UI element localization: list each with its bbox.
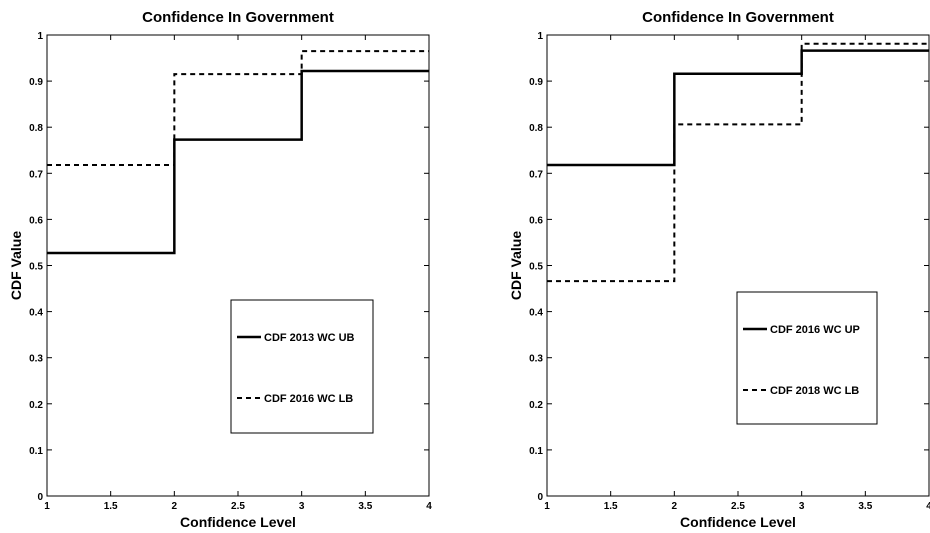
x-tick-label: 2.5 <box>231 501 245 512</box>
x-tick-label: 2 <box>172 501 178 512</box>
legend-label-2: CDF 2016 WC LB <box>264 393 353 405</box>
y-tick-label: 1 <box>537 31 543 42</box>
x-tick-label: 1.5 <box>104 501 118 512</box>
plot-frame <box>546 34 930 497</box>
y-tick-label: 0.8 <box>529 123 543 134</box>
chart-title: Confidence In Government <box>142 9 334 26</box>
y-tick-label: 1 <box>37 31 43 42</box>
legend-label-2: CDF 2018 WC LB <box>770 385 859 397</box>
x-tick-label: 1 <box>44 501 50 512</box>
x-axis-label: Confidence Level <box>680 514 796 530</box>
y-tick-label: 0 <box>37 492 43 503</box>
y-tick-label: 0.5 <box>529 262 543 273</box>
chart-1: 1 1.5 2 2.5 3 3.5 4 0 0.1 0.2 0.3 0.4 0.5 0.6 0.7 0.8 0.… <box>8 9 432 530</box>
y-tick-label: 0 <box>537 492 543 503</box>
y-axis-label: CDF Value <box>8 231 24 300</box>
series-line-1 <box>547 49 929 167</box>
legend: CDF 2016 WC UP CDF 2018 WC LB <box>736 291 878 425</box>
legend-box <box>230 299 374 434</box>
y-axis-label: CDF Value <box>508 231 524 300</box>
series-line-2 <box>547 42 929 283</box>
x-tick-label: 3 <box>299 501 305 512</box>
x-tick-label: 2.5 <box>731 501 745 512</box>
y-tick-label: 0.3 <box>529 354 543 365</box>
legend-label-1: CDF 2016 WC UP <box>770 324 860 336</box>
y-tick-label: 0.2 <box>29 400 43 411</box>
y-tick-label: 0.6 <box>529 215 543 226</box>
x-tick-label: 4 <box>926 501 930 512</box>
legend-box <box>736 291 878 425</box>
y-tick-label: 0.4 <box>29 308 43 319</box>
x-tick-label: 3.5 <box>358 501 372 512</box>
chart-2: 1 1.5 2 2.5 3 3.5 4 0 0.1 0.2 0.3 0.4 0.5 0.6 0.7 0.8 0.… <box>508 9 930 530</box>
y-tick-label: 0.2 <box>529 400 543 411</box>
y-tick-label: 0.7 <box>29 169 43 180</box>
legend-label-1: CDF 2013 WC UB <box>264 332 355 344</box>
y-tick-label: 0.5 <box>29 262 43 273</box>
y-tick-label: 0.6 <box>29 215 43 226</box>
y-tick-label: 0.1 <box>529 446 543 457</box>
x-axis-label: Confidence Level <box>180 514 296 530</box>
x-tick-label: 2 <box>672 501 678 512</box>
y-tick-label: 0.7 <box>529 169 543 180</box>
y-tick-label: 0.8 <box>29 123 43 134</box>
y-tick-label: 0.9 <box>529 77 543 88</box>
series-line-2 <box>47 50 429 167</box>
y-tick-label: 0.1 <box>29 446 43 457</box>
legend: CDF 2013 WC UB CDF 2016 WC LB <box>230 299 374 434</box>
y-tick-label: 0.3 <box>29 354 43 365</box>
x-tick-label: 1.5 <box>604 501 618 512</box>
series-line-1 <box>47 69 429 255</box>
y-tick-label: 0.4 <box>529 308 543 319</box>
x-tick-label: 1 <box>544 501 550 512</box>
y-tick-label: 0.9 <box>29 77 43 88</box>
x-tick-label: 3 <box>799 501 805 512</box>
x-tick-label: 4 <box>426 501 432 512</box>
x-tick-label: 3.5 <box>858 501 872 512</box>
chart-title: Confidence In Government <box>642 9 834 26</box>
